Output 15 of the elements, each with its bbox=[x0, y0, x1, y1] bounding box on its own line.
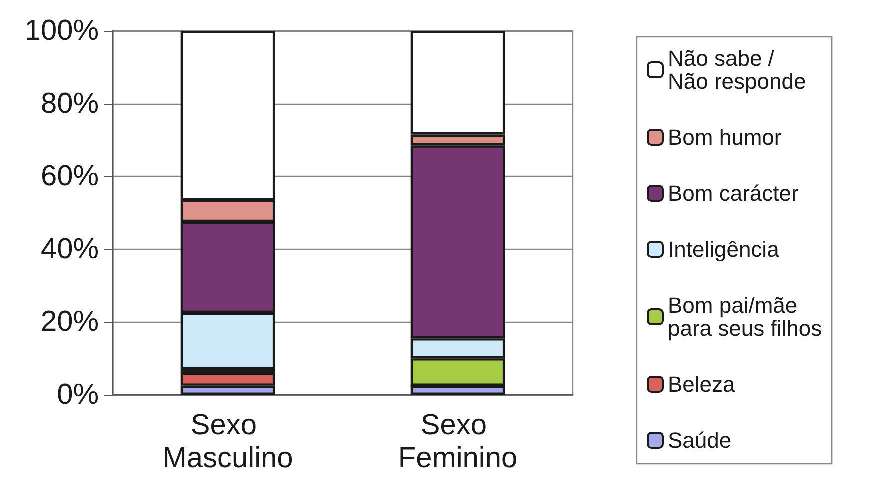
y-tick-label: 0% bbox=[57, 379, 99, 411]
x-tick-label: Sexo Masculino bbox=[162, 410, 294, 474]
y-tick-label: 80% bbox=[40, 88, 99, 120]
y-tick-label: 40% bbox=[40, 233, 99, 266]
legend-label: Inteligência bbox=[668, 237, 780, 262]
legend-label: Bom humor bbox=[668, 125, 782, 150]
legend-label: Beleza bbox=[668, 372, 736, 397]
legend-label: Não sabe / Não responde bbox=[668, 46, 806, 94]
y-tick-label: 20% bbox=[40, 306, 99, 338]
legend-label: Saúde bbox=[668, 428, 732, 453]
legend-label: Bom pai/mãe para seus filhos bbox=[668, 293, 822, 341]
x-tick-label: Sexo Feminino bbox=[398, 410, 518, 474]
legend-label: Bom carácter bbox=[668, 181, 799, 206]
y-tick-label: 100% bbox=[24, 15, 99, 47]
y-tick-label: 60% bbox=[40, 160, 99, 193]
